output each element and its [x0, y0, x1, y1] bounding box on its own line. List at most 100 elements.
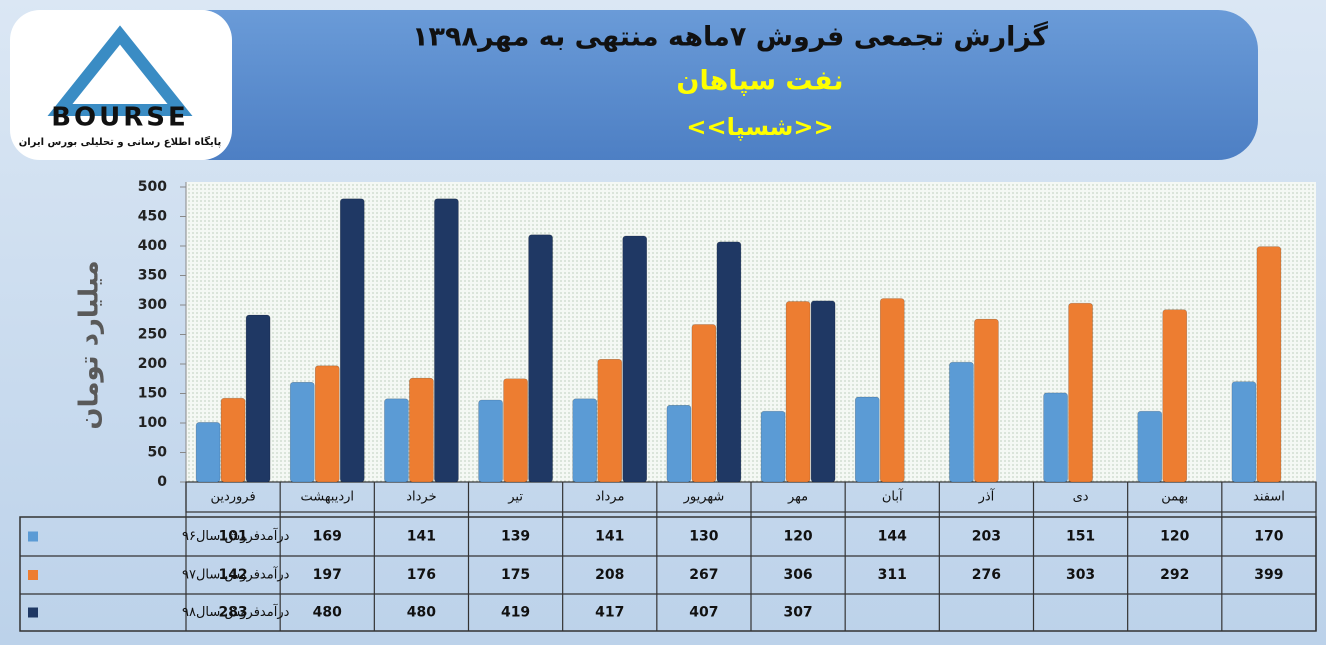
x-tick-label: آبان: [882, 488, 904, 505]
table-value: 267: [689, 567, 718, 583]
table-value: 480: [313, 605, 342, 621]
bar: [1068, 302, 1093, 483]
bar: [245, 314, 271, 483]
table-value: 141: [595, 529, 624, 545]
bar: [691, 324, 717, 483]
table-value: 151: [1066, 529, 1095, 545]
legend-swatch: [28, 570, 38, 580]
y-tick-label: 300: [138, 297, 167, 313]
bar: [220, 397, 246, 483]
bar: [666, 404, 692, 483]
bar: [195, 422, 221, 483]
legend-label: درآمدفروش سال۹۶: [182, 527, 290, 544]
x-tick-label: شهریور: [683, 490, 725, 505]
x-tick-label: مرداد: [595, 490, 624, 505]
bar: [1162, 309, 1188, 483]
table-value: 480: [407, 605, 436, 621]
x-tick-label: اسفند: [1253, 490, 1285, 505]
x-tick-label: بهمن: [1161, 490, 1188, 505]
bar: [1231, 381, 1257, 483]
legend-swatch: [28, 607, 38, 618]
y-tick-label: 100: [138, 415, 167, 431]
table-value: 306: [783, 567, 812, 583]
table-value: 139: [501, 529, 530, 545]
table-value: 303: [1066, 567, 1095, 583]
plot-area: [186, 182, 1316, 482]
y-tick-label: 500: [138, 179, 167, 195]
logo-tagline: پایگاه اطلاع رسانی و تحلیلی بورس ایران: [19, 135, 222, 148]
bar: [1043, 392, 1068, 483]
table-value: 399: [1254, 567, 1283, 583]
y-tick-label: 200: [138, 356, 167, 372]
bar: [384, 398, 409, 483]
legend-swatch: [28, 531, 38, 542]
y-tick-label: 50: [148, 445, 168, 461]
y-tick-label: 400: [138, 238, 167, 254]
logo-name: BOURSE: [51, 103, 189, 133]
bar: [1137, 410, 1163, 483]
table-value: 176: [407, 567, 436, 583]
x-tick-label: تیر: [507, 490, 523, 505]
table-value: 142: [218, 567, 247, 583]
bar: [289, 381, 315, 483]
table-value: 101: [218, 529, 247, 545]
y-axis-label: میلیارد تومان: [75, 260, 105, 429]
y-tick-label: 250: [138, 327, 167, 343]
legend-label: درآمدفروش سال۹۷: [182, 566, 290, 583]
bar: [974, 318, 999, 483]
logo-mark: [47, 25, 193, 116]
table-value: 419: [501, 605, 530, 621]
table-value: 169: [313, 529, 342, 545]
bar: [1256, 246, 1282, 483]
bar: [716, 241, 742, 483]
table-value: 120: [783, 529, 812, 545]
table-value: 407: [689, 605, 718, 621]
table-value: 203: [972, 529, 1001, 545]
y-tick-label: 150: [138, 386, 167, 402]
table-value: 307: [783, 605, 812, 621]
table-value: 141: [407, 529, 436, 545]
bar: [597, 358, 623, 483]
table-value: 175: [501, 567, 530, 583]
table-value: 130: [689, 529, 718, 545]
table-value: 120: [1160, 529, 1189, 545]
bar: [949, 361, 974, 483]
bar: [854, 396, 880, 483]
x-tick-label: دی: [1073, 490, 1089, 505]
y-tick-label: 0: [157, 474, 167, 490]
table-value: 170: [1254, 529, 1283, 545]
title-banner: [170, 10, 1258, 160]
bar: [314, 365, 340, 483]
table-value: 276: [972, 567, 1001, 583]
table-value: 144: [878, 529, 907, 545]
bar: [339, 198, 365, 483]
table-value: 283: [218, 605, 247, 621]
bar: [434, 198, 459, 483]
bar: [810, 300, 836, 483]
table-value: 292: [1160, 567, 1189, 583]
chart-title: گزارش تجمعی فروش ۷ماهه منتهی به مهر۱۳۹۸: [412, 21, 1048, 53]
logo-box: [10, 10, 232, 160]
bar: [503, 378, 528, 483]
bar: [622, 235, 648, 483]
bar: [409, 377, 434, 483]
table-value: 417: [595, 605, 624, 621]
table-value: 197: [313, 567, 342, 583]
bar: [785, 301, 811, 483]
bar: [528, 234, 553, 483]
table-value: 311: [878, 567, 907, 583]
bar: [572, 398, 598, 483]
table-value: 208: [595, 567, 624, 583]
bar: [478, 399, 503, 483]
x-tick-label: آذر: [978, 488, 996, 505]
y-tick-label: 450: [138, 209, 167, 225]
y-tick-label: 350: [138, 268, 167, 284]
x-tick-label: فروردین: [210, 490, 255, 505]
chart-symbol: <<شسپا>>: [686, 113, 833, 141]
chart-subtitle: نفت سپاهان: [676, 66, 843, 97]
x-tick-label: خرداد: [406, 490, 436, 505]
x-tick-label: مهر: [787, 490, 808, 505]
x-tick-label: اردیبهشت: [300, 490, 354, 505]
